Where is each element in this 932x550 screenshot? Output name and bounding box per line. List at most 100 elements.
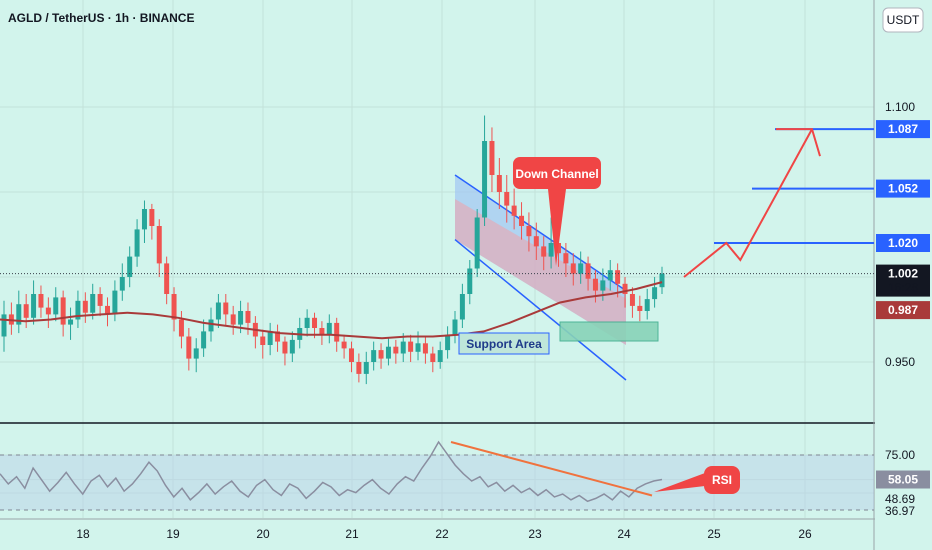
candle-body <box>267 331 273 345</box>
price-level-badge-label: 1.020 <box>888 236 918 250</box>
rsi-value-badge <box>876 470 930 489</box>
candle-body <box>385 346 391 359</box>
down-channel-label: Down Channel <box>515 167 598 181</box>
currency-button[interactable]: USDT <box>882 7 924 33</box>
candle <box>459 283 465 328</box>
candle-body <box>644 299 650 311</box>
candle-body <box>378 350 384 359</box>
price-level-badge <box>876 234 930 252</box>
candle-body <box>245 311 251 323</box>
candle <box>496 158 502 209</box>
ma-value-badge <box>876 301 930 320</box>
candle-body <box>23 304 29 318</box>
candle <box>53 287 59 322</box>
candle <box>533 222 539 260</box>
candle <box>267 322 273 356</box>
candle-body <box>348 348 354 362</box>
candle <box>304 309 310 337</box>
candle <box>341 334 347 359</box>
candle <box>659 266 665 294</box>
candle <box>541 236 547 271</box>
candle <box>275 324 281 352</box>
rsi-callout[interactable]: RSI <box>654 466 740 494</box>
candle <box>201 319 207 357</box>
candle-body <box>504 192 510 206</box>
candle-body <box>548 243 554 257</box>
candle <box>437 341 443 369</box>
candle <box>16 290 22 334</box>
rsi-line <box>0 440 663 503</box>
candle-body <box>112 290 118 315</box>
rsi-tick-label: 48.69 <box>885 492 915 506</box>
candle-body <box>526 226 532 237</box>
candle <box>68 307 74 340</box>
rsi-pointer <box>654 473 705 492</box>
candle-body <box>119 277 125 291</box>
candle <box>45 297 51 328</box>
time-tick-label: 25 <box>707 527 721 541</box>
price-level-badge <box>876 120 930 139</box>
candle <box>629 287 635 318</box>
down-channel-inner-fill <box>455 199 626 345</box>
candle <box>38 285 44 318</box>
candle <box>223 294 229 327</box>
candle-body <box>238 311 244 325</box>
down-channel-callout[interactable]: Down Channel <box>513 157 601 266</box>
current-price-badge <box>876 264 930 297</box>
candle-body <box>141 209 147 230</box>
candle-body <box>459 294 465 320</box>
candle <box>578 251 584 284</box>
price-pane[interactable] <box>0 115 874 385</box>
candle <box>141 200 147 243</box>
candle-body <box>230 314 236 325</box>
time-axis[interactable]: 18 19 20 21 22 23 24 25 26 <box>76 527 812 541</box>
candle <box>82 292 88 323</box>
price-tick-label: 0.950 <box>885 355 915 369</box>
candle <box>60 290 66 337</box>
candle <box>482 115 488 226</box>
candle <box>371 341 377 371</box>
candle-body <box>519 215 525 226</box>
candle-body <box>430 353 436 362</box>
moving-average-line <box>0 281 663 340</box>
candle <box>504 175 510 223</box>
candle <box>1 300 7 352</box>
rsi-band <box>0 455 874 510</box>
candle <box>652 277 658 308</box>
candle <box>408 334 414 362</box>
projection-arrow[interactable] <box>683 128 813 278</box>
candle-countdown-label: 16:28 <box>888 281 918 295</box>
support-area-label: Support Area <box>466 337 542 351</box>
candle <box>171 287 177 332</box>
candle <box>422 336 428 364</box>
currency-button-label[interactable]: USDT <box>887 13 920 27</box>
candle <box>90 283 96 320</box>
candle <box>156 219 162 277</box>
candle-body <box>541 246 547 257</box>
projection-arrow-head <box>776 128 821 157</box>
candle <box>215 294 221 328</box>
candle-body <box>45 307 51 315</box>
candle-body <box>149 209 155 226</box>
symbol-title: AGLD / TetherUS · 1h · BINANCE <box>8 11 194 25</box>
down-channel-pointer <box>548 189 566 266</box>
candle-body <box>282 341 288 354</box>
candle-body <box>75 300 81 320</box>
candle <box>474 209 480 277</box>
candle-body <box>186 336 192 359</box>
candle <box>385 338 391 366</box>
candle-body <box>445 334 451 351</box>
support-area-label-box[interactable]: Support Area <box>458 332 550 355</box>
candle-body <box>600 280 606 291</box>
support-area-box[interactable] <box>559 321 659 342</box>
candle <box>319 321 325 345</box>
rsi-trend-line[interactable] <box>450 441 653 497</box>
candle <box>622 277 628 308</box>
candle <box>393 339 399 364</box>
candle <box>119 263 125 301</box>
candle-body <box>489 141 495 175</box>
